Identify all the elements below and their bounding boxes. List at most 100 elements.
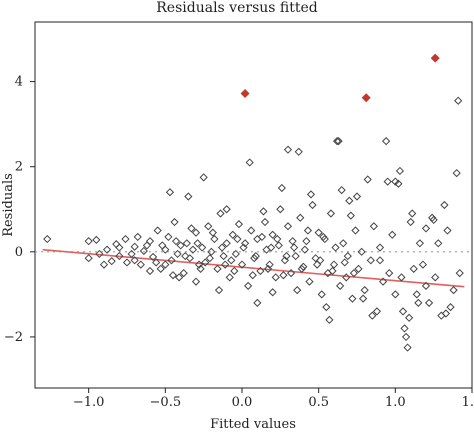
- data-point: [102, 245, 112, 254]
- data-point: [175, 273, 184, 282]
- data-point: [403, 343, 412, 352]
- data-point: [334, 137, 343, 146]
- data-point: [153, 226, 162, 235]
- data-point: [412, 290, 421, 299]
- data-point: [152, 258, 161, 267]
- data-point: [405, 313, 414, 322]
- x-tick-label: 0.5: [308, 395, 329, 410]
- data-point: [260, 217, 270, 227]
- y-tick-label: 4: [15, 75, 23, 90]
- data-point: [395, 166, 405, 176]
- data-point: [441, 309, 451, 318]
- data-point: [336, 281, 345, 290]
- data-point: [391, 290, 400, 299]
- data-point: [130, 242, 139, 251]
- data-point: [375, 243, 385, 252]
- data-point: [328, 266, 337, 276]
- data-point: [225, 273, 234, 282]
- data-point: [230, 266, 239, 276]
- data-point: [228, 230, 237, 239]
- data-point: [418, 260, 428, 269]
- y-tick-label: 0: [15, 245, 23, 260]
- data-point: [271, 273, 280, 282]
- data-point: [170, 217, 179, 227]
- data-point: [198, 243, 207, 252]
- data-point: [156, 264, 165, 273]
- data-point: [216, 209, 225, 218]
- y-tick-label: 2: [15, 160, 23, 175]
- data-point: [217, 243, 227, 252]
- data-point: [308, 200, 317, 210]
- data-point: [454, 96, 463, 105]
- data-point: [368, 311, 377, 320]
- data-point: [122, 258, 132, 267]
- data-point: [257, 232, 267, 242]
- data-point: [437, 311, 446, 320]
- data-point: [343, 251, 352, 261]
- data-point: [431, 273, 440, 282]
- data-point: [184, 192, 193, 201]
- data-point: [421, 281, 431, 290]
- data-point: [201, 258, 210, 267]
- data-point: [406, 217, 415, 227]
- data-point: [239, 243, 248, 252]
- data-point: [424, 298, 434, 307]
- data-point: [348, 294, 357, 303]
- data-point: [222, 205, 231, 214]
- data-point: [443, 226, 452, 235]
- data-point: [303, 226, 313, 235]
- data-point: [300, 245, 309, 254]
- data-point: [401, 332, 411, 342]
- data-point: [332, 137, 342, 146]
- data-point: [369, 222, 378, 231]
- data-point: [187, 224, 196, 233]
- data-point: [382, 137, 391, 146]
- data-point: [250, 254, 259, 263]
- chart-title: Residuals versus fitted: [156, 0, 318, 16]
- data-point: [145, 266, 155, 276]
- data-point: [342, 273, 351, 282]
- data-point: [385, 268, 394, 278]
- highlighted-points-layer: [240, 53, 440, 103]
- data-point: [294, 147, 303, 156]
- data-point: [167, 256, 176, 265]
- data-point: [429, 215, 438, 225]
- data-point: [148, 252, 158, 262]
- data-point: [274, 241, 283, 250]
- data-point: [452, 168, 461, 178]
- y-tick-label: −2: [4, 330, 23, 345]
- data-point: [231, 249, 240, 259]
- y-axis-label: Residuals: [1, 173, 16, 237]
- data-point: [267, 243, 276, 252]
- data-point: [179, 268, 188, 278]
- data-point: [196, 264, 205, 273]
- data-point: [233, 234, 242, 244]
- data-point: [207, 247, 216, 256]
- x-axis-label: Fitted values: [210, 417, 296, 432]
- data-point: [316, 256, 325, 265]
- data-point: [290, 243, 299, 252]
- data-point: [273, 234, 282, 244]
- data-point: [194, 260, 204, 269]
- data-point: [357, 247, 366, 256]
- data-point: [286, 268, 296, 278]
- data-point: [337, 185, 346, 195]
- data-point: [142, 241, 152, 250]
- data-point: [168, 271, 178, 280]
- highlighted-point: [361, 93, 371, 103]
- data-point: [306, 190, 316, 199]
- data-point: [193, 239, 202, 248]
- smooth-line-layer: [42, 248, 465, 288]
- data-point: [253, 234, 262, 244]
- data-point: [394, 179, 403, 188]
- data-point: [331, 243, 340, 252]
- data-point: [208, 228, 217, 237]
- data-point: [383, 177, 392, 186]
- data-point: [95, 249, 104, 259]
- data-point: [282, 251, 291, 261]
- data-point: [351, 226, 360, 235]
- data-point: [302, 237, 311, 246]
- data-point: [182, 239, 191, 248]
- data-point: [311, 254, 320, 263]
- data-point: [340, 258, 349, 267]
